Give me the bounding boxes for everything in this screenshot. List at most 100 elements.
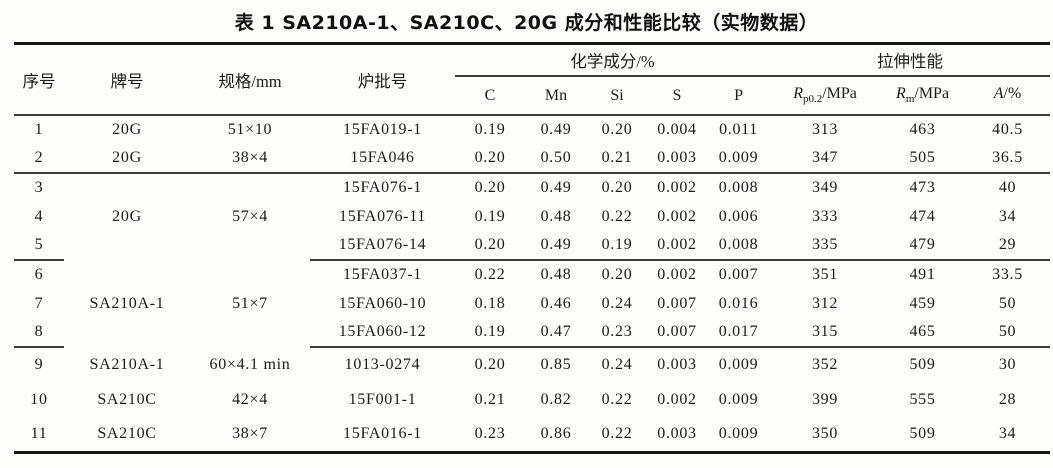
cell-mn: 0.86 — [540, 424, 572, 442]
cell-s: 0.007 — [657, 294, 697, 312]
cell-s: 0.002 — [657, 266, 697, 283]
cell-a: 33.5 — [992, 266, 1023, 283]
header-rp02: Rp0.2/MPa — [770, 76, 881, 116]
cell-si: 0.22 — [601, 390, 633, 408]
cell-mn: 0.48 — [540, 207, 572, 225]
cell-s: 0.004 — [657, 121, 697, 138]
header-row-columns: C Mn Si S P Rp0.2/MPa Rm/MPa A/% — [14, 76, 1051, 116]
cell-a: 36.5 — [965, 144, 1051, 174]
cell-a: 34 — [998, 207, 1017, 225]
cell-a: 50 — [998, 294, 1017, 312]
header-serial: 序号 — [14, 43, 64, 116]
a-symbol: A — [993, 85, 1004, 103]
cell-batch: 1013-0274 — [344, 356, 421, 373]
cell-a: 29 — [965, 231, 1051, 261]
cell-rm: 474 — [909, 207, 936, 225]
cell-batch: 15FA060-10 — [338, 294, 427, 312]
cell-si: 0.22 — [601, 424, 633, 442]
header-c: C — [455, 76, 525, 116]
header-row-groups: 序号 牌号 规格/mm 炉批号 化学成分/% 拉伸性能 — [14, 43, 1051, 116]
table-row: 2 20G 38×4 15FA046 0.20 0.50 0.21 0.003 … — [14, 144, 1051, 174]
cell-mn: 0.82 — [540, 390, 572, 408]
a-unit: /% — [1003, 85, 1022, 103]
cell-grade: 20G — [112, 208, 142, 225]
cell-c: 0.23 — [474, 424, 506, 442]
cell-si: 0.21 — [587, 144, 647, 174]
cell-spec: 57×4 — [232, 208, 268, 225]
cell-rp02: 315 — [770, 318, 881, 348]
cell-rp02: 347 — [770, 144, 881, 174]
cell-spec: 38×7 — [232, 424, 268, 442]
rp02-unit: /MPa — [822, 85, 857, 103]
cell-s: 0.007 — [647, 318, 707, 348]
cell-s: 0.002 — [647, 231, 707, 261]
cell-rm: 479 — [880, 231, 966, 261]
header-si: Si — [587, 76, 647, 116]
cell-a: 40 — [998, 179, 1017, 196]
cell-s: 0.002 — [657, 390, 697, 408]
cell-p: 0.006 — [718, 207, 759, 225]
cell-p: 0.017 — [707, 318, 771, 348]
table-row: 5 15FA076-14 0.20 0.49 0.19 0.002 0.008 … — [14, 231, 1051, 261]
table-row: 7 15FA060-10 0.18 0.46 0.24 0.007 0.016 … — [14, 289, 1050, 318]
table-row: 9 SA210A-1 60×4.1 min 1013-0274 0.20 0.8… — [14, 347, 1050, 382]
cell-serial: 5 — [14, 231, 64, 261]
cell-spec: 60×4.1 min — [209, 355, 291, 373]
cell-rm: 555 — [909, 390, 936, 408]
cell-a: 50 — [965, 318, 1051, 348]
cell-a: 40.5 — [992, 121, 1023, 138]
cell-p: 0.009 — [718, 424, 759, 442]
cell-s: 0.002 — [657, 179, 697, 196]
cell-batch: 15FA019-1 — [343, 121, 422, 138]
cell-spec: 38×4 — [190, 144, 310, 174]
cell-mn: 0.46 — [540, 294, 572, 312]
cell-a: 34 — [998, 424, 1017, 442]
cell-p: 0.016 — [718, 294, 759, 312]
cell-p: 0.008 — [718, 179, 759, 196]
cell-rm: 509 — [909, 356, 936, 373]
cell-p: 0.009 — [718, 390, 759, 408]
cell-serial: 1 — [34, 121, 44, 138]
cell-serial: 6 — [34, 266, 44, 283]
rm-symbol: R — [896, 85, 906, 103]
cell-batch: 15FA016-1 — [343, 424, 422, 442]
cell-s: 0.003 — [657, 424, 697, 442]
cell-serial: 4 — [34, 207, 44, 225]
cell-mn: 0.50 — [525, 144, 587, 174]
cell-si: 0.24 — [601, 294, 633, 312]
header-grade: 牌号 — [64, 43, 190, 116]
cell-rm: 463 — [909, 121, 936, 138]
cell-c: 0.19 — [455, 318, 525, 348]
header-chem-group: 化学成分/% — [455, 43, 771, 77]
cell-serial: 3 — [34, 179, 44, 196]
cell-batch: 15FA076-11 — [339, 207, 426, 225]
cell-c: 0.18 — [474, 294, 506, 312]
cell-rp02: 349 — [811, 179, 839, 196]
cell-grade: SA210C — [97, 390, 157, 408]
header-p: P — [707, 76, 771, 116]
cell-rm: 491 — [909, 266, 936, 283]
header-rm: Rm/MPa — [880, 76, 966, 116]
cell-c: 0.20 — [455, 144, 525, 174]
cell-rm: 459 — [909, 294, 936, 312]
cell-rm: 509 — [909, 424, 936, 442]
cell-grade: SA210A-1 — [89, 294, 165, 312]
cell-batch: 15F001-1 — [348, 390, 417, 408]
cell-c: 0.20 — [474, 356, 506, 373]
cell-p: 0.007 — [718, 266, 759, 283]
cell-p: 0.008 — [707, 231, 771, 261]
cell-serial: 2 — [14, 144, 64, 174]
cell-grade: 20G — [64, 144, 190, 174]
cell-rp02: 333 — [811, 207, 839, 225]
header-mn: Mn — [525, 76, 587, 116]
rm-subscript: m — [905, 93, 915, 106]
cell-c: 0.20 — [455, 231, 525, 261]
cell-a: 28 — [998, 390, 1017, 408]
cell-a: 30 — [998, 356, 1017, 373]
header-batch: 炉批号 — [310, 43, 455, 116]
cell-c: 0.19 — [474, 121, 506, 138]
cell-c: 0.20 — [474, 179, 506, 196]
header-a: A/% — [965, 76, 1051, 116]
cell-batch: 15FA060-12 — [310, 318, 455, 348]
